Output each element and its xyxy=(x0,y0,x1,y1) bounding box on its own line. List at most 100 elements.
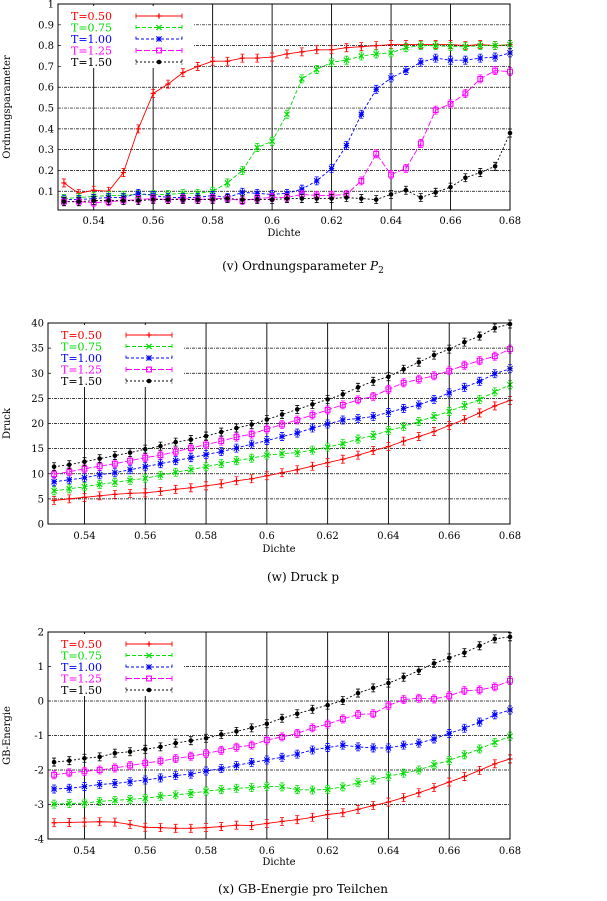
marker-plus xyxy=(279,818,285,825)
x-tick-label: 0.56 xyxy=(134,531,156,542)
marker-cross xyxy=(417,42,424,49)
marker-star xyxy=(156,36,162,42)
marker-star xyxy=(172,772,179,779)
marker-circle xyxy=(310,402,315,407)
marker-plus xyxy=(188,825,194,831)
marker-star xyxy=(328,165,335,172)
marker-square xyxy=(461,362,468,369)
marker-circle xyxy=(325,702,330,708)
marker-plus xyxy=(218,481,224,487)
marker-square xyxy=(431,695,437,702)
marker-star xyxy=(309,425,316,432)
marker-circle xyxy=(203,735,209,741)
marker-plus xyxy=(81,494,88,500)
y-tick-label: 0.2 xyxy=(38,166,54,177)
marker-cross xyxy=(233,785,240,792)
caption: (v) Ordnungsparameter P2 xyxy=(222,259,384,276)
marker-square xyxy=(81,768,88,775)
marker-circle xyxy=(370,685,376,691)
marker-star xyxy=(339,416,346,423)
legend-label: T=0.75 xyxy=(61,650,102,663)
marker-square xyxy=(388,171,395,178)
y-tick-label: -1 xyxy=(34,731,44,742)
marker-plus xyxy=(279,470,285,476)
marker-star xyxy=(187,454,194,461)
marker-cross xyxy=(283,111,290,118)
legend-line xyxy=(135,59,183,65)
marker-cross xyxy=(339,783,346,790)
marker-square xyxy=(358,177,365,184)
marker-square xyxy=(248,431,255,438)
marker-square xyxy=(66,769,73,776)
marker-cross xyxy=(373,50,380,57)
marker-plus xyxy=(309,814,316,820)
marker-plus xyxy=(112,491,118,497)
series-line xyxy=(63,70,511,204)
marker-plus xyxy=(203,825,209,831)
marker-square xyxy=(127,457,134,464)
marker-plus xyxy=(157,488,164,494)
marker-star xyxy=(491,711,498,718)
marker-star xyxy=(263,757,270,763)
legend-label: T=0.50 xyxy=(61,329,102,342)
marker-plus xyxy=(477,410,483,416)
marker-cross xyxy=(355,436,362,443)
marker-plus xyxy=(173,486,179,492)
marker-circle xyxy=(416,668,422,673)
marker-square xyxy=(172,755,179,762)
marker-circle xyxy=(91,198,96,203)
marker-plus xyxy=(249,476,255,482)
marker-plus xyxy=(150,90,156,97)
marker-plus xyxy=(294,817,300,823)
marker-circle xyxy=(156,59,162,65)
marker-plus xyxy=(477,767,483,773)
marker-circle xyxy=(225,196,230,201)
y-tick-label: 15 xyxy=(31,444,44,455)
marker-square xyxy=(233,744,240,751)
marker-circle xyxy=(355,690,361,696)
marker-plus xyxy=(388,41,394,48)
marker-cross xyxy=(447,43,454,50)
marker-cross xyxy=(492,42,499,49)
marker-plus xyxy=(370,802,376,809)
marker-square xyxy=(248,742,255,749)
y-tick-label: 0.6 xyxy=(38,83,54,94)
marker-square xyxy=(324,721,331,728)
marker-circle xyxy=(344,195,349,200)
marker-plus xyxy=(66,496,72,502)
marker-square xyxy=(491,353,498,360)
marker-plus xyxy=(127,821,133,828)
marker-circle xyxy=(112,453,118,458)
marker-cross xyxy=(224,179,231,186)
marker-plus xyxy=(254,55,260,61)
marker-square xyxy=(492,67,499,74)
chart-2: 0 5 10 15 20 25 30 35 40 0.54 0.56 0.58 0.6 0.62 0.64 0… xyxy=(2,319,521,585)
marker-cross xyxy=(127,477,134,484)
marker-cross xyxy=(491,739,498,746)
legend-label: T=1.50 xyxy=(61,684,102,697)
series-T-0-75 xyxy=(51,380,514,496)
marker-cross xyxy=(415,418,422,425)
marker-circle xyxy=(340,698,346,703)
marker-plus xyxy=(81,819,88,825)
marker-circle xyxy=(477,333,482,339)
marker-star xyxy=(400,405,407,412)
marker-star xyxy=(432,55,439,62)
caption: (x) GB-Energie pro Teilchen xyxy=(218,882,388,896)
marker-square xyxy=(309,412,316,418)
marker-circle xyxy=(173,740,178,746)
marker-circle xyxy=(158,443,163,449)
marker-circle xyxy=(431,661,437,666)
marker-cross xyxy=(461,751,468,758)
y-tick-label: 1 xyxy=(48,0,54,11)
marker-square xyxy=(218,747,225,754)
marker-circle xyxy=(446,655,452,661)
marker-square xyxy=(111,460,118,467)
x-tick-label: 0.6 xyxy=(259,846,275,857)
marker-cross xyxy=(239,167,246,174)
marker-cross xyxy=(203,463,210,470)
marker-star xyxy=(157,460,164,467)
legend-line xyxy=(125,344,173,349)
marker-cross xyxy=(233,457,240,464)
